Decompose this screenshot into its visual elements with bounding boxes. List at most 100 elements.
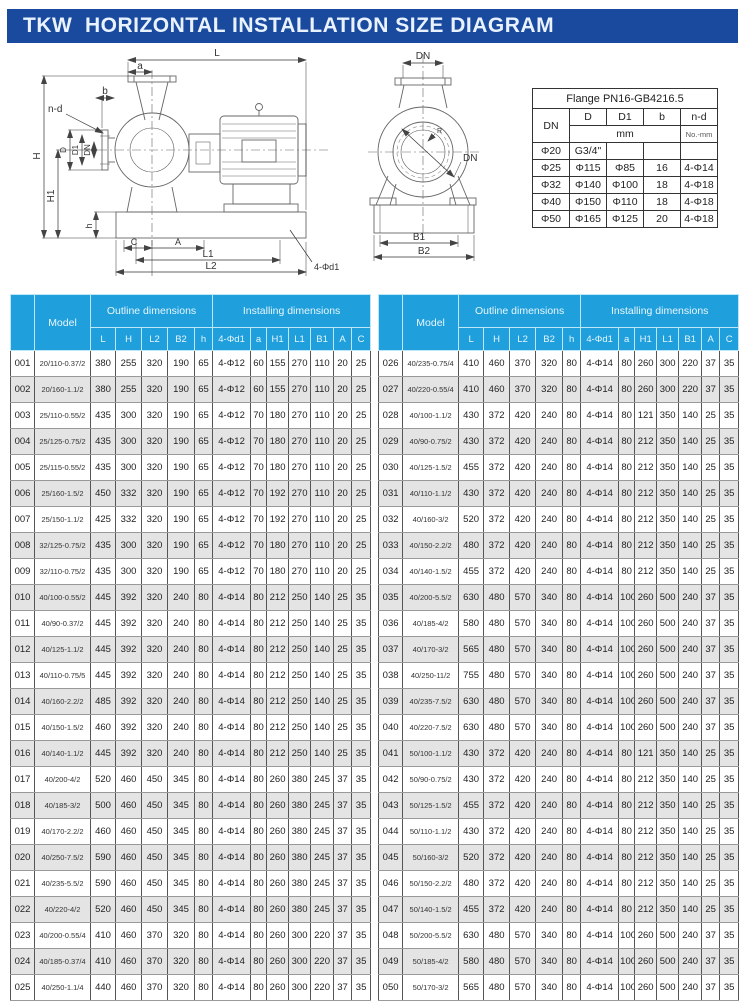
value-cell: 350 [656, 532, 680, 559]
table-row: 036 40/185-4/2 580 480 570 340 80 4-Φ14 100 260 50… [378, 610, 740, 637]
row-number: 013 [10, 662, 35, 689]
col-header-a: a [250, 327, 268, 351]
value-cell: 340 [535, 688, 564, 715]
table-row: 045 50/160-3/2 520 372 420 240 80 4-Φ14 80 212 350… [378, 844, 740, 871]
value-cell: 570 [509, 714, 537, 741]
value-cell: 420 [509, 402, 537, 429]
value-cell: 420 [509, 792, 537, 819]
table-row: 049 50/185-4/2 580 480 570 340 80 4-Φ14 100 260 50… [378, 948, 740, 975]
flange-cell: 4-Φ18 [680, 176, 718, 194]
model-cell: 40/150-1.5/2 [34, 714, 91, 741]
value-cell: 35 [719, 688, 740, 715]
value-cell: 4-Φ14 [212, 766, 252, 793]
value-cell: 420 [509, 480, 537, 507]
value-cell: 25 [351, 350, 372, 377]
value-cell: 110 [310, 376, 335, 403]
value-cell: 80 [618, 402, 636, 429]
value-cell: 372 [483, 454, 511, 481]
col-header-L1: L1 [288, 327, 312, 351]
value-cell: 270 [288, 428, 312, 455]
value-cell: 25 [333, 662, 353, 689]
value-cell: 4-Φ12 [212, 506, 252, 533]
value-cell: 420 [509, 558, 537, 585]
value-cell: 140 [678, 428, 703, 455]
dim-label-D1: D1 [71, 144, 80, 155]
flange-col-header-b: b [643, 108, 681, 126]
value-cell: 270 [288, 558, 312, 585]
model-cell: 40/90-0.75/2 [402, 428, 460, 455]
value-cell: 80 [562, 714, 582, 741]
table-row: 050 50/170-3/2 565 480 570 340 80 4-Φ14 100 260 50… [378, 974, 740, 1001]
value-cell: 25 [351, 558, 372, 585]
value-cell: 110 [310, 532, 335, 559]
value-cell: 260 [266, 766, 290, 793]
value-cell: 350 [656, 480, 680, 507]
value-cell: 80 [250, 844, 268, 871]
value-cell: 20 [333, 532, 353, 559]
row-number: 003 [10, 402, 35, 429]
value-cell: 320 [141, 636, 168, 663]
value-cell: 260 [266, 922, 290, 949]
value-cell: 320 [141, 662, 168, 689]
value-cell: 80 [562, 870, 582, 897]
value-cell: 4-Φ14 [212, 870, 252, 897]
model-cell: 40/110-1.1/2 [402, 480, 460, 507]
value-cell: 445 [90, 610, 116, 637]
value-cell: 80 [250, 766, 268, 793]
value-cell: 25 [351, 480, 372, 507]
value-cell: 260 [634, 376, 658, 403]
value-cell: 212 [266, 584, 290, 611]
value-cell: 80 [618, 558, 636, 585]
value-cell: 350 [656, 870, 680, 897]
dim-label-DN: DN [83, 144, 92, 156]
value-cell: 20 [333, 454, 353, 481]
value-cell: 212 [634, 818, 658, 845]
value-cell: 212 [634, 480, 658, 507]
value-cell: 240 [167, 740, 195, 767]
row-number: 047 [378, 896, 404, 923]
flange-cell: 4-Φ18 [680, 193, 718, 211]
dim-label-DN-top: DN [416, 51, 430, 62]
pump-front-geometry [368, 54, 480, 238]
value-cell: 380 [288, 870, 312, 897]
value-cell: 240 [678, 662, 703, 689]
table-row: 035 40/200-5.5/2 630 480 570 340 80 4-Φ14 100 260… [378, 584, 740, 611]
value-cell: 35 [351, 922, 372, 949]
value-cell: 240 [535, 428, 564, 455]
value-cell: 520 [90, 766, 116, 793]
value-cell: 37 [701, 662, 721, 689]
value-cell: 20 [333, 428, 353, 455]
flange-cell [643, 142, 681, 160]
value-cell: 300 [115, 454, 142, 481]
value-cell: 70 [250, 454, 268, 481]
value-cell: 80 [562, 896, 582, 923]
row-number: 050 [378, 974, 404, 1001]
value-cell: 380 [288, 896, 312, 923]
value-cell: 80 [562, 922, 582, 949]
value-cell: 320 [141, 350, 168, 377]
value-cell: 570 [509, 662, 537, 689]
value-cell: 372 [483, 558, 511, 585]
value-cell: 260 [634, 974, 658, 1001]
value-cell: 420 [509, 870, 537, 897]
value-cell: 20 [333, 558, 353, 585]
flange-cell: 4-Φ14 [680, 159, 718, 177]
value-cell: 345 [167, 896, 195, 923]
value-cell: 392 [115, 740, 142, 767]
value-cell: 212 [634, 870, 658, 897]
flange-table-row: Φ40 Φ150 Φ110 18 4-Φ18 [532, 193, 718, 211]
installing-group-header: Installing dimensions [580, 294, 740, 328]
value-cell: 245 [310, 792, 335, 819]
value-cell: 35 [719, 922, 740, 949]
value-cell: 70 [250, 558, 268, 585]
value-cell: 37 [701, 610, 721, 637]
value-cell: 630 [458, 584, 485, 611]
value-cell: 80 [193, 844, 214, 871]
value-cell: 570 [509, 948, 537, 975]
value-cell: 240 [535, 818, 564, 845]
value-cell: 37 [333, 948, 353, 975]
value-cell: 260 [266, 792, 290, 819]
value-cell: 121 [634, 740, 658, 767]
value-cell: 35 [719, 662, 740, 689]
value-cell: 140 [678, 506, 703, 533]
